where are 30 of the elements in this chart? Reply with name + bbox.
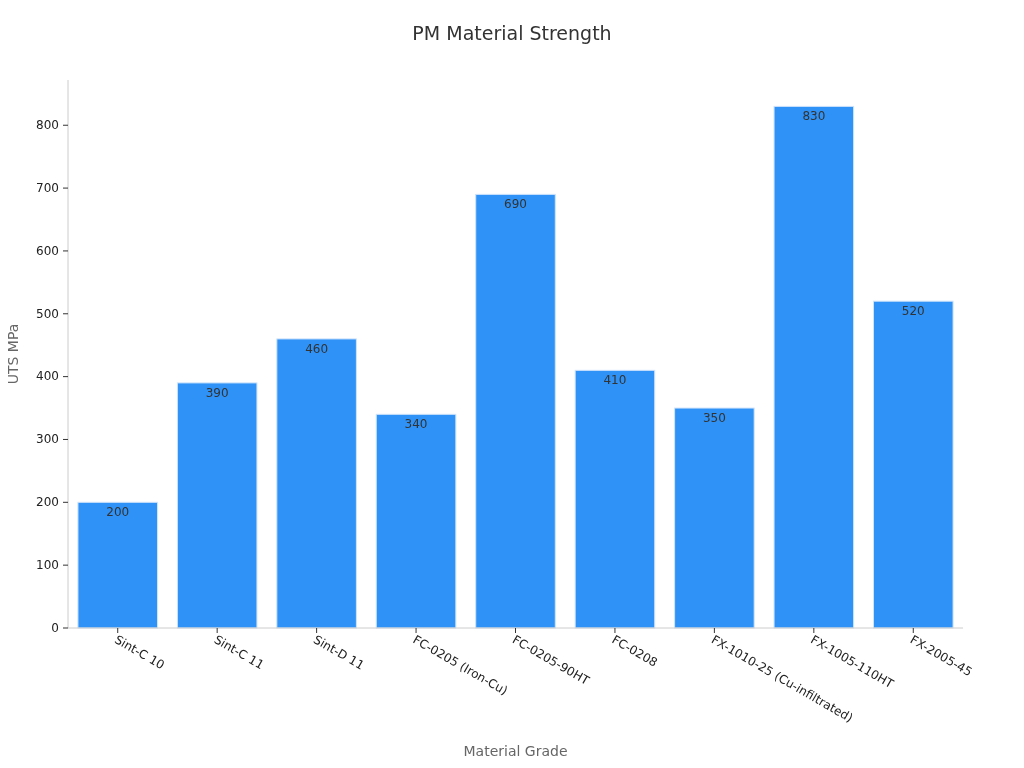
data-label: 350 bbox=[702, 411, 726, 426]
data-label: 690 bbox=[504, 197, 527, 212]
data-label: 460 bbox=[305, 341, 329, 356]
bar bbox=[176, 382, 258, 629]
data-label: 830 bbox=[802, 109, 826, 124]
data-label: 410 bbox=[603, 373, 627, 388]
y-tick-label: 0 bbox=[51, 620, 59, 635]
y-tick-label: 500 bbox=[36, 306, 59, 321]
data-label: 520 bbox=[901, 304, 925, 319]
y-tick-label: 300 bbox=[36, 432, 59, 447]
y-axis-title: UTS MPa bbox=[5, 323, 21, 385]
y-tick-label: 800 bbox=[36, 118, 59, 133]
data-label: 340 bbox=[404, 417, 428, 432]
bar bbox=[674, 407, 755, 629]
data-label: 200 bbox=[106, 505, 130, 520]
chart-title: PM Material Strength bbox=[412, 22, 612, 44]
bar bbox=[375, 413, 457, 629]
bar bbox=[773, 105, 855, 629]
bar bbox=[475, 193, 556, 629]
y-tick-label: 200 bbox=[36, 495, 59, 510]
bar bbox=[873, 300, 954, 629]
bar bbox=[574, 369, 656, 629]
data-label: 390 bbox=[205, 385, 229, 400]
y-tick-label: 700 bbox=[36, 180, 59, 195]
y-tick-label: 100 bbox=[36, 558, 59, 572]
y-tick-label: 400 bbox=[36, 369, 59, 384]
bar bbox=[276, 338, 357, 629]
y-tick-label: 600 bbox=[36, 243, 59, 258]
bar bbox=[77, 501, 158, 629]
x-axis-title: Material Grade bbox=[463, 743, 568, 759]
